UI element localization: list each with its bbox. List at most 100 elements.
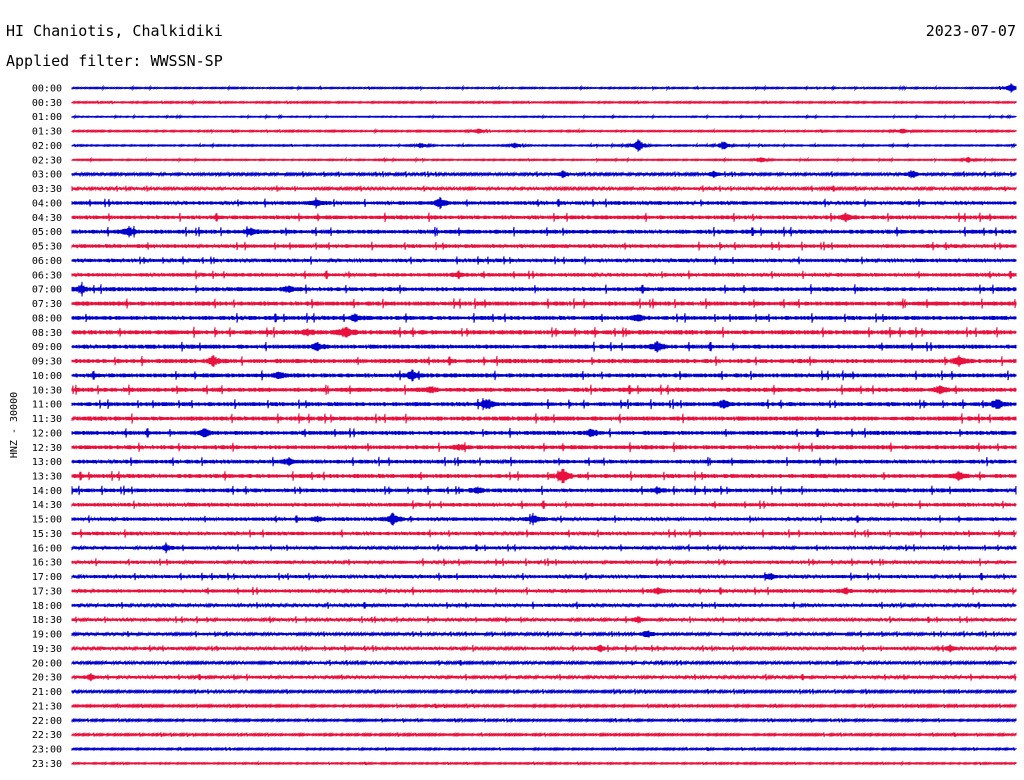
row-time-label: 07:00 xyxy=(32,285,62,296)
trace-line xyxy=(71,468,1017,484)
trace-line xyxy=(71,384,1017,396)
trace-line xyxy=(71,369,1017,382)
trace-line xyxy=(71,688,1017,695)
trace-line xyxy=(71,340,1017,353)
row-time-label: 19:00 xyxy=(32,630,62,641)
trace-line xyxy=(71,312,1017,323)
row-time-label: 00:30 xyxy=(32,98,62,109)
row-time-label: 19:30 xyxy=(32,644,62,655)
trace-line xyxy=(71,529,1017,538)
trace-line xyxy=(71,196,1017,210)
trace-line xyxy=(71,500,1017,510)
row-time-label: 10:30 xyxy=(32,385,62,396)
row-time-label: 05:00 xyxy=(32,227,62,238)
row-time-label: 00:00 xyxy=(32,84,62,95)
row-time-label: 03:30 xyxy=(32,184,62,195)
trace-line xyxy=(71,298,1017,309)
row-time-label: 10:00 xyxy=(32,371,62,382)
row-time-label: 06:00 xyxy=(32,256,62,267)
trace-line xyxy=(71,270,1017,280)
row-time-label: 14:00 xyxy=(32,486,62,497)
station-title: HI Chaniotis, Chalkidiki xyxy=(6,22,223,40)
row-time-label: 17:00 xyxy=(32,572,62,583)
row-time-label: 23:30 xyxy=(32,759,62,770)
trace-line xyxy=(71,746,1017,752)
row-time-label: 09:00 xyxy=(32,342,62,353)
trace-line xyxy=(71,398,1017,411)
row-time-label: 22:00 xyxy=(32,716,62,727)
row-time-label: 02:30 xyxy=(32,155,62,166)
row-time-label: 20:30 xyxy=(32,673,62,684)
trace-line xyxy=(71,717,1017,724)
date-label: 2023-07-07 xyxy=(926,22,1016,40)
trace-line xyxy=(71,185,1017,192)
row-time-label: 08:30 xyxy=(32,328,62,339)
trace-line xyxy=(71,326,1017,338)
row-time-label: 13:30 xyxy=(32,471,62,482)
trace-line xyxy=(71,702,1017,709)
row-time-label: 21:30 xyxy=(32,701,62,712)
row-time-label: 20:00 xyxy=(32,658,62,669)
row-time-label: 15:30 xyxy=(32,529,62,540)
row-time-label: 18:00 xyxy=(32,601,62,612)
trace-line xyxy=(71,542,1017,554)
row-time-label: 01:30 xyxy=(32,127,62,138)
trace-line xyxy=(71,485,1017,496)
trace-line xyxy=(71,427,1017,438)
row-time-label: 13:00 xyxy=(32,457,62,468)
trace-line xyxy=(71,512,1017,526)
trace-line xyxy=(71,241,1017,251)
row-time-label: 18:30 xyxy=(32,615,62,626)
trace-line xyxy=(71,413,1017,424)
row-time-label: 17:30 xyxy=(32,586,62,597)
trace-line xyxy=(71,659,1017,666)
row-time-label: 06:30 xyxy=(32,270,62,281)
trace-line xyxy=(71,644,1017,653)
trace-line xyxy=(71,456,1017,467)
row-time-label: 05:30 xyxy=(32,242,62,253)
trace-line xyxy=(71,558,1017,567)
row-time-label: 12:00 xyxy=(32,428,62,439)
row-time-label: 11:00 xyxy=(32,400,62,411)
trace-line xyxy=(71,127,1017,135)
row-time-label: 07:30 xyxy=(32,299,62,310)
row-time-label: 22:30 xyxy=(32,730,62,741)
row-time-label: 04:00 xyxy=(32,198,62,209)
trace-line xyxy=(71,225,1017,238)
row-time-label: 16:30 xyxy=(32,558,62,569)
trace-line xyxy=(71,572,1017,581)
trace-line xyxy=(71,615,1017,624)
trace-rows: 00:00 00:30 01:00 01:30 02:00 02:30 03:00 03:30… xyxy=(32,83,1017,770)
trace-line xyxy=(71,355,1017,367)
row-time-label: 16:00 xyxy=(32,543,62,554)
y-axis-label: HNZ - 30000 xyxy=(9,392,20,458)
trace-line xyxy=(71,281,1017,297)
trace-line xyxy=(71,673,1017,682)
row-time-label: 02:00 xyxy=(32,141,62,152)
trace-line xyxy=(71,760,1017,767)
row-time-label: 12:30 xyxy=(32,443,62,454)
row-time-label: 21:00 xyxy=(32,687,62,698)
trace-line xyxy=(71,586,1017,596)
trace-line xyxy=(71,442,1017,453)
row-time-label: 03:00 xyxy=(32,170,62,181)
trace-line xyxy=(71,99,1017,106)
row-time-label: 23:00 xyxy=(32,745,62,756)
row-time-label: 15:00 xyxy=(32,515,62,526)
filter-label: Applied filter: WWSSN-SP xyxy=(6,52,223,70)
row-time-label: 08:00 xyxy=(32,313,62,324)
trace-line xyxy=(71,630,1017,638)
trace-line xyxy=(71,139,1017,152)
trace-line xyxy=(71,83,1017,93)
trace-line xyxy=(71,731,1017,738)
trace-line xyxy=(71,113,1017,120)
trace-line xyxy=(71,601,1017,610)
row-time-label: 04:30 xyxy=(32,213,62,224)
row-time-label: 09:30 xyxy=(32,357,62,368)
row-time-label: 11:30 xyxy=(32,414,62,425)
trace-line xyxy=(71,170,1017,179)
trace-line xyxy=(71,156,1017,164)
trace-line xyxy=(71,256,1017,265)
row-time-label: 01:00 xyxy=(32,112,62,123)
